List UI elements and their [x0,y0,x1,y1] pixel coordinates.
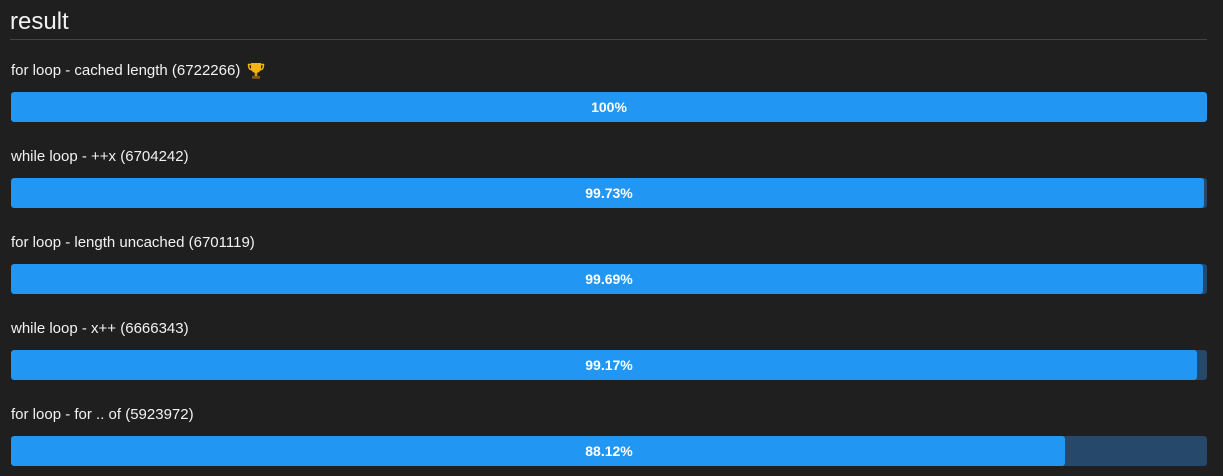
progress-percent: 100% [591,99,627,115]
result-item: while loop - x++ (6666343) 99.17% [11,318,1207,404]
progress-bar: 99.69% [11,264,1207,294]
progress-fill [11,350,1198,380]
result-item: for loop - length uncached (6701119) 99.… [11,232,1207,318]
progress-percent: 88.12% [585,443,633,459]
result-item: for loop - for .. of (5923972) 88.12% [11,404,1207,476]
result-label: for loop - cached length (6722266) [11,62,241,79]
progress-fill [11,264,1204,294]
progress-percent: 99.69% [585,271,633,287]
progress-fill [11,92,1207,122]
progress-bar: 99.17% [11,350,1207,380]
result-label: while loop - ++x (6704242) [11,148,189,165]
page-title: result [10,8,69,35]
result-label: while loop - x++ (6666343) [11,320,189,337]
progress-bar: 99.73% [11,178,1207,208]
result-label: for loop - for .. of (5923972) [11,406,194,423]
progress-bar: 100% [11,92,1207,122]
result-label: for loop - length uncached (6701119) [11,234,255,251]
result-item: while loop - ++x (6704242) 99.73% [11,146,1207,232]
progress-percent: 99.73% [585,185,633,201]
progress-fill [11,178,1204,208]
progress-percent: 99.17% [585,357,633,373]
trophy-icon [246,61,266,81]
progress-bar: 88.12% [11,436,1207,466]
progress-fill [11,436,1065,466]
title-divider [10,39,1207,40]
result-item: for loop - cached length (6722266) 100% [11,60,1207,146]
result-list: for loop - cached length (6722266) 100% … [11,60,1207,476]
